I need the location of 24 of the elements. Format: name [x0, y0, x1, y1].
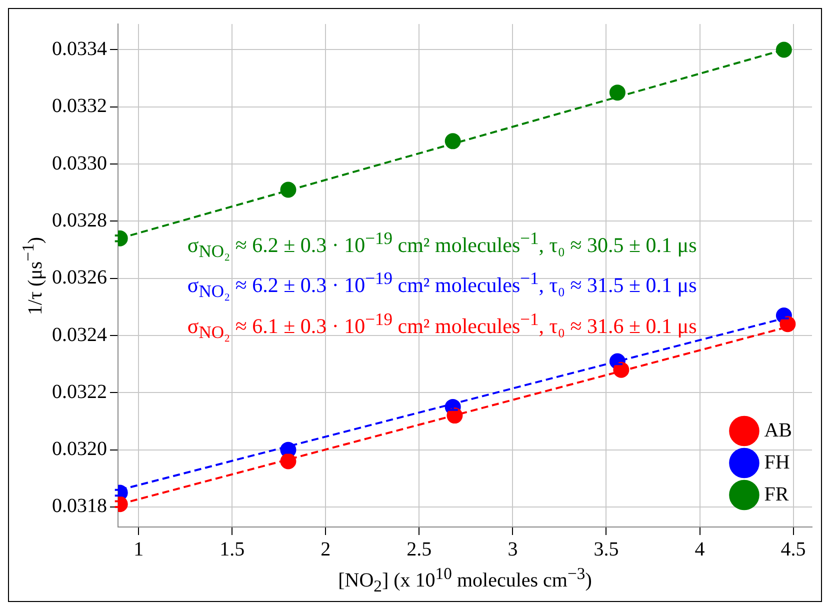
annotation: σ$_{NO₂}$ ≈ 6.2 ± 0.3 · 10$^{−19}$ cm² molecules$^{−1}$, τ₀ ≈ 31.5 ± 0.1 μs [187, 267, 697, 304]
x-tick-label: 3 [508, 538, 518, 560]
x-tick-label: 2 [320, 538, 331, 560]
y-tick-label: 0.0334 [52, 38, 107, 60]
y-tick-label: 0.0322 [52, 380, 107, 403]
y-tick-label: 0.0326 [52, 266, 107, 289]
y-tick-label: 0.0324 [52, 324, 107, 346]
annotation: σ$_{NO₂}$ ≈ 6.1 ± 0.3 · 10$^{−19}$ cm² molecules$^{−1}$, τ₀ ≈ 31.6 ± 0.1 μs [187, 308, 697, 344]
annotation: σ$_{NO₂}$ ≈ 6.2 ± 0.3 · 10$^{−19}$ cm² molecules$^{−1}$, τ₀ ≈ 30.5 ± 0.1 μs [187, 227, 697, 264]
legend-label: AB [764, 419, 792, 442]
x-tick-label: 3.5 [594, 538, 619, 560]
legend-label: FH [764, 451, 790, 474]
x-tick-label: 1.5 [220, 538, 245, 560]
y-tick-label: 0.0318 [52, 495, 107, 518]
y-tick-label: 0.0328 [52, 209, 107, 232]
legend-label: FR [764, 483, 790, 506]
x-tick-label: 4.5 [780, 538, 806, 560]
y-tick-label: 0.0332 [52, 95, 107, 118]
x-tick-label: 2.5 [406, 538, 432, 560]
y-tick-label: 0.0320 [52, 438, 107, 460]
y-tick-label: 0.0330 [52, 152, 107, 174]
x-axis-title: [NO$_{2}$] (x 10$^{10}$ molecules cm$^{−3}$) [338, 564, 592, 597]
x-tick-label: 1 [134, 538, 144, 560]
x-tick-label: 4 [694, 538, 705, 560]
